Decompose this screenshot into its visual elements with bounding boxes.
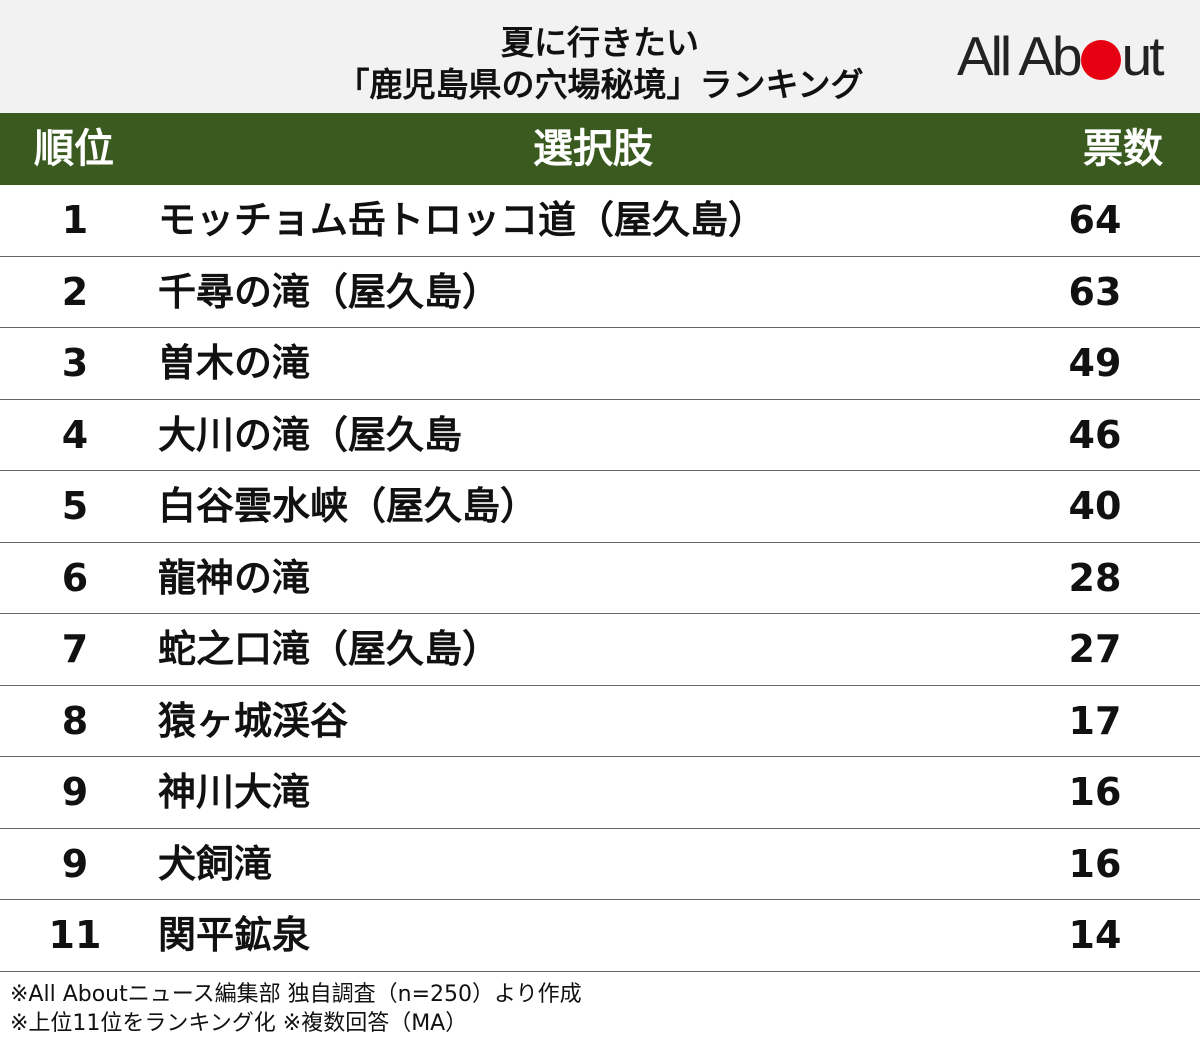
- footnotes: ※All Aboutニュース編集部 独自調査（n=250）より作成 ※上位11位…: [10, 980, 582, 1038]
- choice-cell: モッチョム岳トロッコ道（屋久島）: [158, 198, 767, 242]
- votes-cell: 63: [1068, 269, 1122, 314]
- choice-cell: 千尋の滝（屋久島）: [158, 269, 501, 314]
- choice-cell: 猿ヶ城渓谷: [158, 698, 349, 743]
- header: 夏に行きたい 「鹿児島県の穴場秘境」ランキング All Ab ut: [0, 0, 1200, 114]
- ranking-table-body: 1 モッチョム岳トロッコ道（屋久島） 64 2 千尋の滝（屋久島） 63 3 曽…: [0, 185, 1200, 972]
- rank-cell: 6: [61, 555, 89, 600]
- column-header-rank: 順位: [34, 126, 114, 172]
- table-row: 5 白谷雲水峡（屋久島） 40: [0, 471, 1200, 543]
- table-row: 9 犬飼滝 16: [0, 829, 1200, 900]
- column-header-choice: 選択肢: [533, 126, 653, 172]
- votes-cell: 64: [1068, 198, 1122, 242]
- rank-cell: 1: [61, 198, 89, 242]
- choice-cell: 犬飼滝: [158, 841, 273, 886]
- rank-cell: 2: [61, 269, 89, 314]
- table-row: 9 神川大滝 16: [0, 757, 1200, 829]
- rank-cell: 8: [61, 698, 89, 743]
- table-row: 3 曽木の滝 49: [0, 328, 1200, 400]
- choice-cell: 龍神の滝: [158, 555, 311, 600]
- table-header: 順位 選択肢 票数: [0, 113, 1200, 185]
- logo-dot-icon: [1080, 40, 1121, 80]
- rank-cell: 4: [61, 412, 89, 457]
- footnote-method: ※上位11位をランキング化 ※複数回答（MA）: [10, 1011, 468, 1036]
- votes-cell: 16: [1068, 841, 1122, 886]
- title-line-2: 「鹿児島県の穴場秘境」ランキング: [336, 65, 864, 104]
- rank-cell: 9: [61, 770, 89, 814]
- page-title: 夏に行きたい 「鹿児島県の穴場秘境」ランキング: [330, 22, 870, 106]
- rank-cell: 7: [61, 627, 89, 671]
- choice-cell: 白谷雲水峡（屋久島）: [158, 484, 539, 528]
- rank-cell: 5: [61, 484, 89, 528]
- votes-cell: 16: [1068, 770, 1122, 814]
- column-header-votes: 票数: [1083, 126, 1163, 172]
- table-row: 4 大川の滝（屋久島 46: [0, 400, 1200, 471]
- votes-cell: 28: [1068, 555, 1122, 600]
- rank-cell: 3: [61, 341, 89, 385]
- votes-cell: 49: [1068, 341, 1122, 385]
- table-row: 6 龍神の滝 28: [0, 543, 1200, 614]
- table-row: 8 猿ヶ城渓谷 17: [0, 686, 1200, 757]
- table-row: 7 蛇之口滝（屋久島） 27: [0, 614, 1200, 686]
- table-row: 11 関平鉱泉 14: [0, 900, 1200, 972]
- allabout-logo: All Ab ut: [957, 25, 1165, 87]
- footnote-source: ※All Aboutニュース編集部 独自調査（n=250）より作成: [10, 982, 582, 1007]
- rank-cell: 9: [61, 841, 89, 886]
- choice-cell: 曽木の滝: [158, 341, 311, 385]
- table-row: 2 千尋の滝（屋久島） 63: [0, 257, 1200, 328]
- votes-cell: 14: [1068, 913, 1122, 957]
- logo-text-before: All Ab: [957, 25, 1083, 87]
- rank-cell: 11: [48, 913, 102, 957]
- logo-text-after: ut: [1121, 25, 1165, 87]
- choice-cell: 関平鉱泉: [158, 913, 311, 957]
- choice-cell: 蛇之口滝（屋久島）: [158, 627, 501, 671]
- choice-cell: 大川の滝（屋久島: [158, 412, 463, 457]
- table-row: 1 モッチョム岳トロッコ道（屋久島） 64: [0, 185, 1200, 257]
- choice-cell: 神川大滝: [158, 770, 311, 814]
- votes-cell: 27: [1068, 627, 1122, 671]
- votes-cell: 17: [1068, 698, 1122, 743]
- title-line-1: 夏に行きたい: [501, 23, 699, 62]
- votes-cell: 46: [1068, 412, 1122, 457]
- votes-cell: 40: [1068, 484, 1122, 528]
